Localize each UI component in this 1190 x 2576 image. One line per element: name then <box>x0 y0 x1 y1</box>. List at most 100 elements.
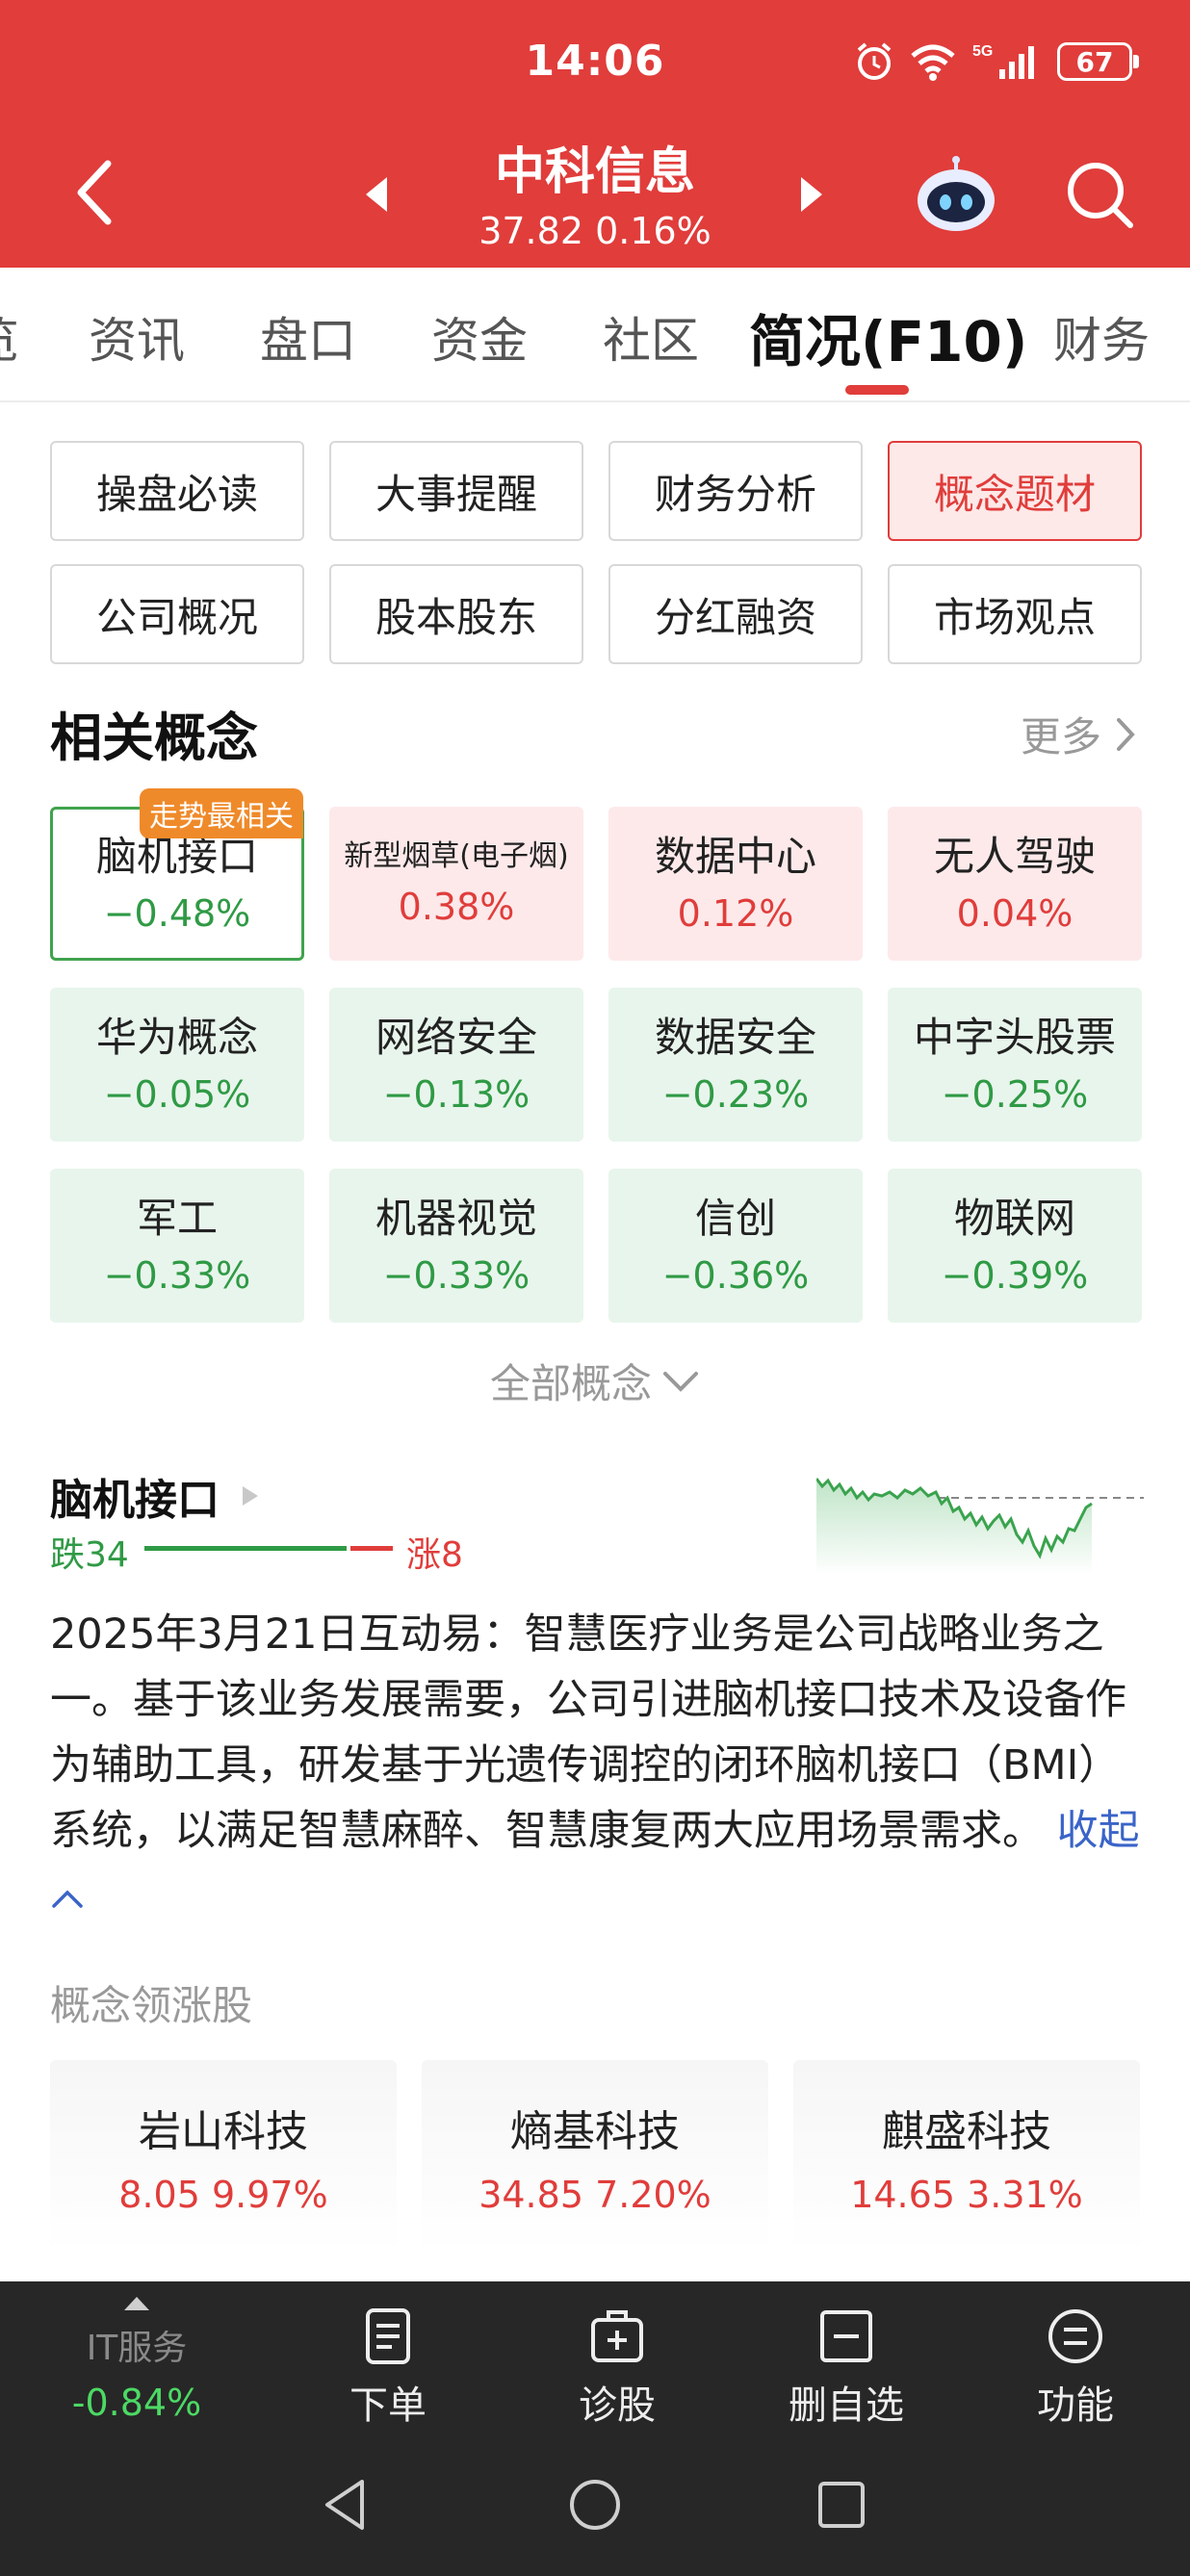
section-dividends[interactable]: 分红融资 <box>608 564 863 664</box>
concept-name: 中字头股票 <box>913 1013 1116 1061</box>
falling-count: 跌34 <box>50 1535 129 1575</box>
concept-description-text: 2025年3月21日互动易：智慧医疗业务是公司战略业务之一。基于该业务发展需要，… <box>50 1610 1126 1855</box>
diagnose-icon <box>591 2310 643 2362</box>
section-shareholders[interactable]: 股本股东 <box>329 564 583 664</box>
all-concepts-toggle[interactable]: 全部概念 <box>0 1352 1190 1410</box>
concept-sparkline <box>816 1478 1144 1575</box>
concept-change: −0.33% <box>382 1254 530 1298</box>
svg-text:5G: 5G <box>972 43 993 60</box>
concept-card[interactable]: 走势最相关 脑机接口 −0.48% <box>50 788 304 961</box>
tab-news[interactable]: 资讯 <box>89 313 185 369</box>
nav-home-icon[interactable] <box>564 2474 626 2536</box>
remove-watchlist-icon <box>820 2310 872 2362</box>
rising-ratio-bar <box>350 1546 393 1551</box>
nav-recents-icon[interactable] <box>811 2474 872 2536</box>
concept-card[interactable]: 数据中心 0.12% <box>608 807 863 961</box>
leading-stock-quote: 34.85 7.20% <box>479 2174 711 2216</box>
section-trading-guide[interactable]: 操盘必读 <box>50 441 304 541</box>
back-icon[interactable] <box>67 154 125 231</box>
concept-card[interactable]: 网络安全 −0.13% <box>329 988 583 1142</box>
concept-change: −0.39% <box>941 1254 1089 1298</box>
tab-community[interactable]: 社区 <box>603 313 699 369</box>
functions-button[interactable]: 功能 <box>994 2306 1157 2430</box>
concept-name: 新型烟草(电子烟) <box>344 839 569 873</box>
leading-stock-quote: 14.65 3.31% <box>850 2174 1083 2216</box>
bottom-action-bar: IT服务 -0.84% 下单 诊股 删自选 功能 <box>0 2281 1190 2437</box>
search-icon[interactable] <box>1063 158 1136 231</box>
diagnose-label: 诊股 <box>579 2383 656 2428</box>
remove-watchlist-label: 删自选 <box>789 2383 904 2428</box>
concept-name: 机器视觉 <box>375 1194 537 1242</box>
tab-bar: 览 资讯 盘口 资金 社区 简况(F10) 财务 <box>0 268 1190 402</box>
falling-ratio-bar <box>144 1546 347 1551</box>
leading-stock-card[interactable]: 岩山科技 8.05 9.97% <box>50 2060 397 2253</box>
concept-change: 0.04% <box>956 892 1074 936</box>
concept-change: −0.33% <box>103 1254 251 1298</box>
concept-card[interactable]: 数据安全 −0.23% <box>608 988 863 1142</box>
section-concepts[interactable]: 概念题材 <box>888 441 1142 541</box>
concept-name: 数据安全 <box>654 1013 816 1061</box>
leading-stock-card[interactable]: 熵基科技 34.85 7.20% <box>422 2060 768 2253</box>
tab-overview[interactable]: 览 <box>0 302 19 372</box>
concept-name: 物联网 <box>953 1194 1075 1242</box>
diagnose-button[interactable]: 诊股 <box>535 2306 699 2430</box>
menu-icon <box>1048 2309 1102 2363</box>
system-nav-bar <box>0 2437 1190 2576</box>
concept-card[interactable]: 信创 −0.36% <box>608 1169 863 1323</box>
tab-orderbook[interactable]: 盘口 <box>260 313 356 369</box>
chevron-up-icon <box>52 1890 83 1908</box>
chevron-down-icon <box>663 1371 698 1392</box>
next-stock-icon[interactable] <box>797 175 826 214</box>
nav-back-icon[interactable] <box>314 2474 375 2536</box>
collapse-label: 收起 <box>1056 1807 1140 1855</box>
sector-name: IT服务 <box>86 2329 188 2368</box>
concept-card[interactable]: 军工 −0.33% <box>50 1169 304 1323</box>
robot-assistant-icon[interactable] <box>913 156 999 233</box>
concept-card[interactable]: 物联网 −0.39% <box>888 1169 1142 1323</box>
chevron-right-icon <box>1117 717 1135 751</box>
wifi-icon <box>911 44 955 81</box>
concept-card[interactable]: 机器视觉 −0.33% <box>329 1169 583 1323</box>
section-financial-analysis[interactable]: 财务分析 <box>608 441 863 541</box>
leading-stocks-title: 概念领涨股 <box>50 1982 253 2029</box>
rising-count: 涨8 <box>406 1535 463 1575</box>
concept-card[interactable]: 中字头股票 −0.25% <box>888 988 1142 1142</box>
section-events[interactable]: 大事提醒 <box>329 441 583 541</box>
concept-change: −0.25% <box>941 1073 1089 1117</box>
tab-capital[interactable]: 资金 <box>431 313 528 369</box>
functions-label: 功能 <box>1037 2383 1114 2428</box>
tab-f10[interactable]: 简况(F10) <box>749 309 1028 374</box>
sector-change: -0.84% <box>71 2382 202 2424</box>
play-icon <box>243 1486 258 1506</box>
status-icons: 5G 67 <box>853 40 1139 83</box>
remove-watchlist-button[interactable]: 删自选 <box>764 2306 928 2430</box>
order-button[interactable]: 下单 <box>306 2306 470 2430</box>
more-link[interactable]: 更多 <box>1021 705 1136 763</box>
stock-quote: 37.82 0.16% <box>479 210 711 252</box>
section-market-views[interactable]: 市场观点 <box>888 564 1142 664</box>
concept-name: 华为概念 <box>95 1013 258 1061</box>
concept-name: 信创 <box>694 1194 776 1242</box>
concept-card[interactable]: 无人驾驶 0.04% <box>888 807 1142 961</box>
tab-finance[interactable]: 财务 <box>1053 313 1150 369</box>
order-icon <box>366 2308 410 2364</box>
concept-name: 网络安全 <box>375 1013 537 1061</box>
concept-card[interactable]: 新型烟草(电子烟) 0.38% <box>329 807 583 961</box>
concept-detail-name: 脑机接口 <box>50 1476 220 1525</box>
concept-change: −0.23% <box>661 1073 810 1117</box>
prev-stock-icon[interactable] <box>362 175 391 214</box>
most-correlated-badge: 走势最相关 <box>140 788 303 838</box>
concept-change: 0.38% <box>398 886 515 928</box>
leading-stock-card[interactable]: 麒盛科技 14.65 3.31% <box>793 2060 1140 2253</box>
concept-name: 军工 <box>136 1194 218 1242</box>
sector-ticker[interactable]: IT服务 -0.84% <box>39 2281 235 2437</box>
leading-stock-name: 岩山科技 <box>139 2107 308 2156</box>
section-company-profile[interactable]: 公司概况 <box>50 564 304 664</box>
concept-name: 脑机接口 <box>95 832 258 880</box>
concept-card[interactable]: 华为概念 −0.05% <box>50 988 304 1142</box>
active-tab-indicator <box>845 385 909 395</box>
related-concepts-title: 相关概念 <box>50 708 258 768</box>
app-header: 14:06 5G 67 中科信息 37.82 0.16% <box>0 0 1190 268</box>
collapse-link[interactable]: 收起 <box>50 1807 1140 1920</box>
concept-detail-header[interactable]: 脑机接口 <box>50 1465 262 1527</box>
